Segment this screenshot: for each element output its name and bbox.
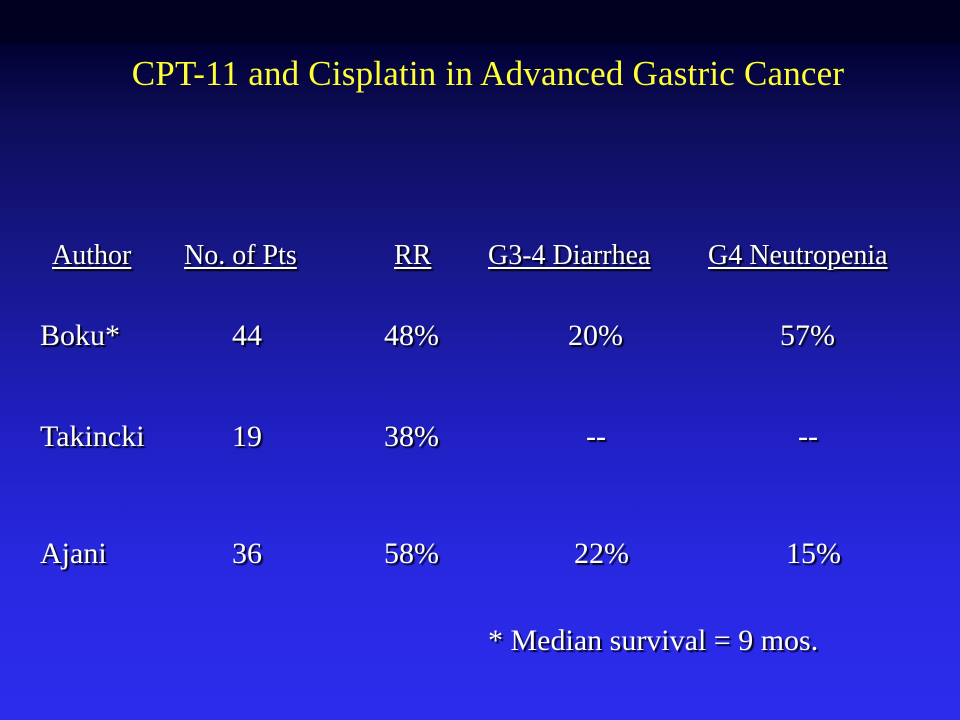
cell-author: Ajani [40, 537, 107, 570]
header-author: Author [52, 240, 132, 271]
cell-g3-4-diarrhea: 22% [574, 537, 629, 570]
cell-no-of-pts: 36 [232, 537, 262, 570]
cell-author: Boku* [40, 319, 121, 352]
cell-no-of-pts: 44 [232, 319, 262, 352]
slide-title: CPT-11 and Cisplatin in Advanced Gastric… [131, 54, 845, 93]
cell-rr: 48% [384, 319, 439, 352]
cell-g3-4-diarrhea: -- [586, 420, 606, 453]
cell-rr: 58% [384, 537, 439, 570]
cell-g4-neutropenia: 15% [786, 537, 841, 570]
header-g3-4-diarrhea: G3-4 Diarrhea [488, 240, 651, 271]
cell-g4-neutropenia: 57% [780, 319, 835, 352]
cell-g4-neutropenia: -- [798, 420, 818, 453]
cell-g3-4-diarrhea: 20% [568, 319, 623, 352]
header-rr: RR [394, 240, 432, 271]
cell-author: Takincki [40, 420, 145, 453]
header-no-of-pts: No. of Pts [184, 240, 297, 271]
slide-top-band [0, 0, 960, 44]
footnote: * Median survival = 9 mos. [488, 624, 819, 657]
cell-rr: 38% [384, 420, 439, 453]
header-g4-neutropenia: G4 Neutropenia [708, 240, 888, 271]
cell-no-of-pts: 19 [232, 420, 262, 453]
